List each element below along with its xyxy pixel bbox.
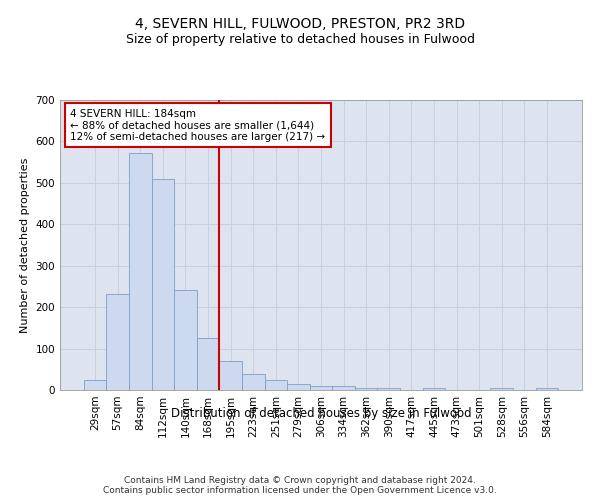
- Bar: [536, 388, 558, 390]
- Bar: [84, 380, 106, 390]
- Y-axis label: Number of detached properties: Number of detached properties: [20, 158, 30, 332]
- Text: Distribution of detached houses by size in Fulwood: Distribution of detached houses by size …: [170, 408, 472, 420]
- Bar: [265, 380, 287, 390]
- Text: Contains HM Land Registry data © Crown copyright and database right 2024.
Contai: Contains HM Land Registry data © Crown c…: [103, 476, 497, 495]
- Bar: [490, 388, 513, 390]
- Bar: [287, 384, 310, 390]
- Text: Size of property relative to detached houses in Fulwood: Size of property relative to detached ho…: [125, 32, 475, 46]
- Bar: [310, 386, 332, 390]
- Bar: [197, 338, 220, 390]
- Bar: [106, 294, 129, 390]
- Text: 4 SEVERN HILL: 184sqm
← 88% of detached houses are smaller (1,644)
12% of semi-d: 4 SEVERN HILL: 184sqm ← 88% of detached …: [70, 108, 326, 142]
- Bar: [220, 361, 242, 390]
- Bar: [422, 388, 445, 390]
- Bar: [174, 290, 197, 390]
- Bar: [242, 374, 265, 390]
- Bar: [355, 388, 377, 390]
- Bar: [129, 152, 152, 390]
- Bar: [152, 178, 174, 390]
- Bar: [332, 386, 355, 390]
- Bar: [377, 388, 400, 390]
- Text: 4, SEVERN HILL, FULWOOD, PRESTON, PR2 3RD: 4, SEVERN HILL, FULWOOD, PRESTON, PR2 3R…: [135, 18, 465, 32]
